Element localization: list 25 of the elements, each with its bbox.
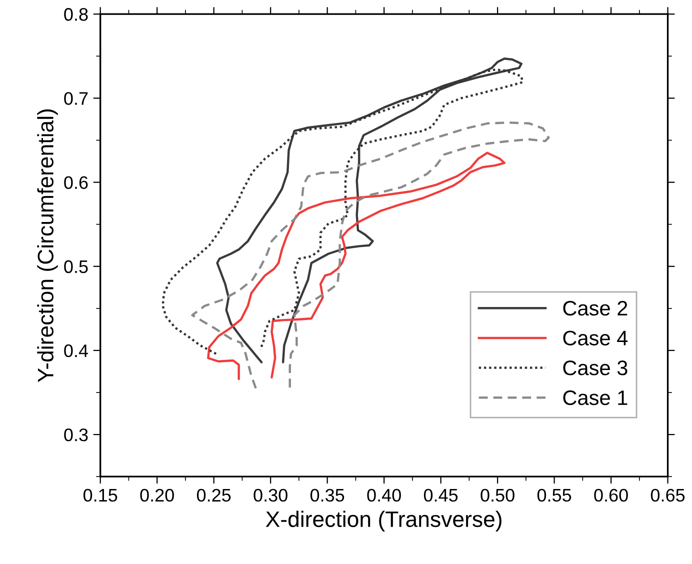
x-tick-label: 0.15 [83, 488, 118, 502]
x-tick-label: 0.55 [537, 488, 572, 502]
x-axis-title: X-direction (Transverse) [266, 510, 502, 532]
y-tick-label: 0.6 [64, 176, 88, 189]
x-tick-label: 0.60 [594, 488, 628, 502]
y-tick-label: 0.7 [64, 92, 88, 105]
y-tick-label: 0.5 [64, 260, 88, 274]
y-tick-label: 0.3 [64, 428, 88, 442]
line-series [191, 121, 550, 390]
x-tick-label: 0.40 [367, 488, 401, 502]
x-tick-label: 0.25 [196, 488, 231, 502]
x-tick-label: 0.50 [480, 488, 514, 502]
x-tick-label: 0.20 [140, 488, 174, 502]
legend-label: Case 2 [563, 300, 628, 316]
x-tick-label: 0.65 [650, 488, 685, 502]
y-tick-label: 0.4 [64, 344, 88, 358]
y-tick-label: 0.8 [64, 8, 88, 21]
legend-label: Case 4 [563, 330, 628, 346]
x-tick-label: 0.30 [254, 488, 288, 502]
legend-label: Case 3 [563, 360, 628, 376]
y-axis-title: Y-direction (Circumferential) [37, 109, 58, 382]
x-tick-label: 0.35 [310, 488, 344, 502]
legend-label: Case 1 [563, 390, 628, 406]
x-tick-label: 0.45 [424, 488, 458, 502]
line-series [207, 152, 506, 380]
